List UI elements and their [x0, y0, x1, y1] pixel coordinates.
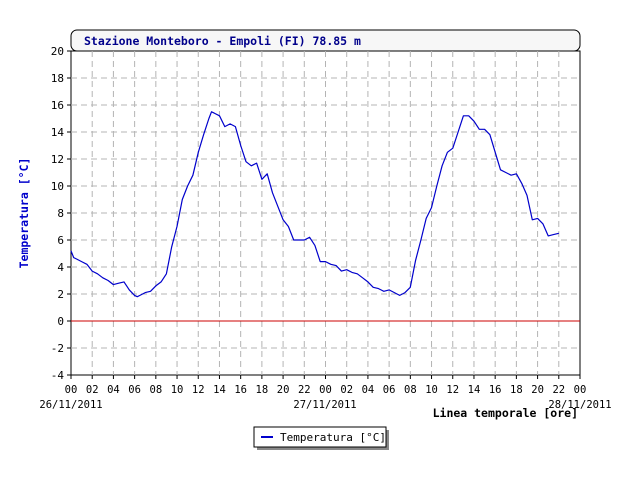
legend-label: Temperatura [°C]	[280, 431, 386, 444]
x-tick-label: 18	[510, 384, 523, 396]
y-axis-label: Temperatura [°C]	[17, 158, 31, 269]
y-tick-label: 2	[57, 288, 64, 301]
y-tick-label: 0	[57, 315, 64, 328]
y-axis: -4 -2 0 2 4 6 8 10 12 14 16 18 20	[51, 45, 71, 382]
x-tick-label: 02	[340, 384, 353, 396]
x-tick-label: 12	[446, 384, 459, 396]
chart-title: Stazione Monteboro - Empoli (FI) 78.85 m	[84, 34, 361, 48]
x-tick-label: 16	[489, 384, 502, 396]
series-layer	[70, 111, 559, 298]
y-tick-label: 8	[57, 207, 64, 220]
date-label-day2: 27/11/2011	[293, 399, 356, 411]
x-tick-label: 00	[65, 384, 78, 396]
date-label-day3: 28/11/2011	[548, 399, 611, 411]
x-tick-label: 02	[86, 384, 99, 396]
x-tick-label: 22	[552, 384, 565, 396]
x-tick-label: 00	[574, 384, 587, 396]
date-label-day1: 26/11/2011	[39, 399, 102, 411]
y-tick-label: 16	[51, 99, 64, 112]
y-tick-label: -4	[51, 369, 65, 382]
grid	[71, 51, 580, 375]
y-tick-label: 10	[51, 180, 64, 193]
x-tick-label: 10	[171, 384, 184, 396]
x-tick-label: 08	[404, 384, 417, 396]
y-tick-label: 4	[57, 261, 64, 274]
x-tick-label: 14	[468, 384, 481, 396]
x-tick-label: 14	[213, 384, 226, 396]
y-tick-label: 20	[51, 45, 64, 58]
x-tick-label: 22	[298, 384, 311, 396]
x-tick-label: 04	[107, 384, 120, 396]
legend-box	[253, 426, 387, 448]
x-tick-label: 20	[531, 384, 544, 396]
x-tick-label: 06	[128, 384, 141, 396]
x-tick-label: 16	[234, 384, 247, 396]
x-tick-label: 04	[362, 384, 375, 396]
x-tick-label: 08	[150, 384, 163, 396]
y-tick-label: 6	[57, 234, 64, 247]
x-tick-label: 12	[192, 384, 205, 396]
x-tick-label: 20	[277, 384, 290, 396]
x-tick-label: 00	[319, 384, 332, 396]
x-axis: 00 02 04 06 08 10 12 14 16 18 20 22 00 02 04 06 08 10 12 14…	[65, 375, 587, 396]
y-tick-label: -2	[51, 342, 64, 355]
y-tick-label: 12	[51, 153, 64, 166]
x-tick-label: 10	[425, 384, 438, 396]
x-axis-label: Linea temporale [ore]	[433, 406, 578, 420]
x-tick-label: 06	[383, 384, 396, 396]
series-line-temperatura	[70, 111, 559, 298]
x-tick-label: 18	[256, 384, 269, 396]
y-tick-label: 18	[51, 72, 64, 85]
y-tick-label: 14	[51, 126, 65, 139]
